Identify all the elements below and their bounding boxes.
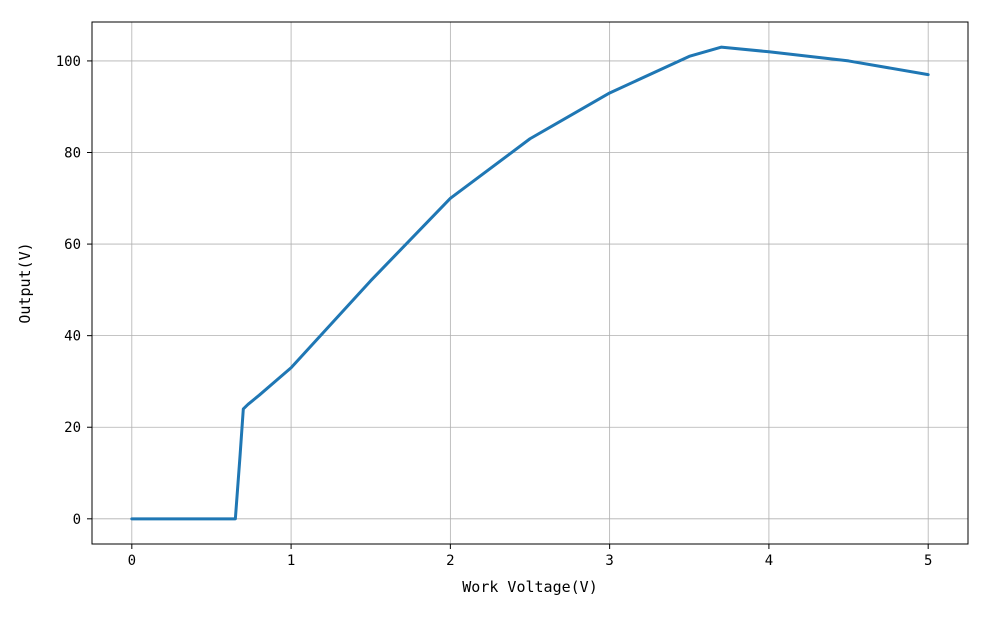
x-tick-label: 1 xyxy=(287,553,295,569)
y-tick-label: 40 xyxy=(64,329,81,345)
x-tick-label: 4 xyxy=(765,553,773,569)
chart-bg xyxy=(0,0,1000,625)
line-chart: 0 1 2 3 4 5 0 20 40 60 80 100 Work Voltage(V) Output(… xyxy=(0,0,1000,625)
y-tick-label: 0 xyxy=(73,512,81,528)
y-tick-label: 100 xyxy=(56,54,81,70)
x-tick-label: 2 xyxy=(446,553,454,569)
y-axis-label: Output(V) xyxy=(16,242,34,323)
x-tick-label: 0 xyxy=(128,553,136,569)
y-tick-label: 60 xyxy=(64,237,81,253)
y-tick-label: 80 xyxy=(64,146,81,162)
x-axis-label: Work Voltage(V) xyxy=(462,578,597,596)
chart-container: 0 1 2 3 4 5 0 20 40 60 80 100 Work Voltage(V) Output(… xyxy=(0,0,1000,625)
x-tick-label: 3 xyxy=(605,553,613,569)
x-tick-label: 5 xyxy=(924,553,932,569)
y-tick-label: 20 xyxy=(64,420,81,436)
